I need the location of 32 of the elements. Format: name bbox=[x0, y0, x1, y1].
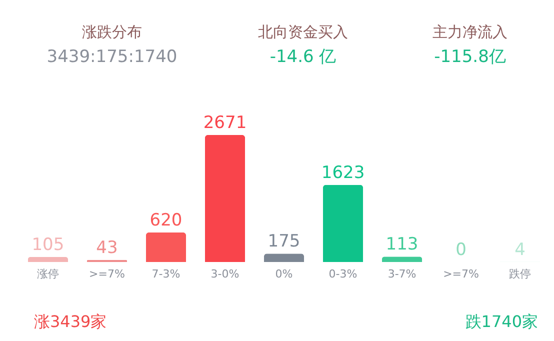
x-tick-label: 3-7% bbox=[388, 268, 416, 280]
text: -14.6 亿 bbox=[270, 47, 336, 67]
bar bbox=[146, 232, 186, 262]
x-tick-label: 3-0% bbox=[210, 268, 240, 280]
data-label: 113 bbox=[386, 234, 418, 255]
bar bbox=[382, 256, 422, 262]
bar bbox=[322, 184, 364, 262]
data-label: 43 bbox=[96, 238, 118, 258]
text: 北向资金买入 bbox=[258, 23, 348, 41]
data-label: 0 bbox=[456, 240, 466, 260]
x-tick-label: 0-3% bbox=[328, 268, 358, 280]
text: 涨跌分布 bbox=[82, 23, 142, 41]
data-label: 105 bbox=[32, 235, 64, 256]
x-tick-label: 7-3% bbox=[152, 268, 180, 280]
data-label: 2671 bbox=[203, 113, 247, 133]
text: 3439:175:1740 bbox=[46, 47, 178, 67]
x-tick-label: 涨停 bbox=[36, 268, 59, 280]
text: -115.8亿 bbox=[434, 47, 506, 67]
text: 涨3439家 bbox=[34, 312, 107, 331]
data-label: 175 bbox=[268, 232, 300, 252]
bar bbox=[28, 257, 68, 262]
x-tick-label: 跌停 bbox=[509, 268, 532, 280]
data-label: 620 bbox=[150, 210, 182, 231]
text: 跌1740家 bbox=[465, 312, 538, 331]
data-label: 1623 bbox=[321, 162, 365, 183]
bar bbox=[264, 254, 304, 262]
x-tick-label: >=7% bbox=[443, 268, 479, 280]
x-tick-label: 0% bbox=[275, 268, 293, 280]
data-label: 4 bbox=[514, 240, 526, 260]
text: 主力净流入 bbox=[432, 23, 508, 41]
x-tick-label: >=7% bbox=[89, 268, 125, 280]
bar bbox=[204, 135, 246, 262]
